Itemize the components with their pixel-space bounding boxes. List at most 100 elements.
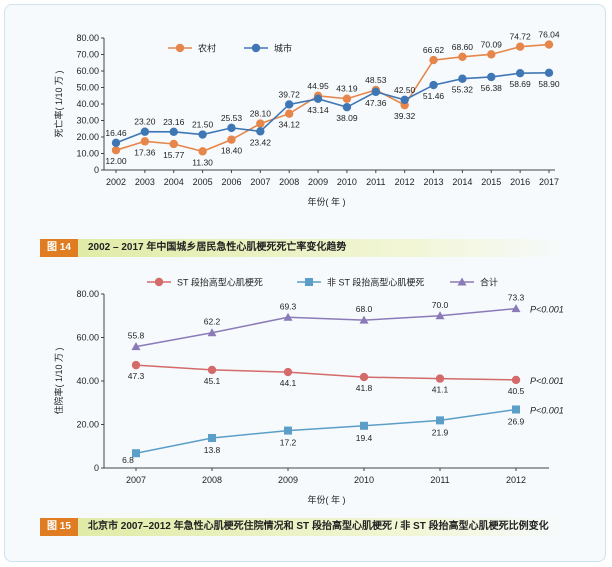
data-label: 62.2 [204,317,221,327]
legend-marker [457,277,467,286]
rural-data-point [285,109,294,118]
data-point [207,365,217,375]
data-label: 21.9 [432,427,449,437]
data-label: 40.5 [508,386,525,396]
data-label: 39.72 [279,89,301,99]
data-point [131,342,141,351]
data-point [435,311,445,320]
rural-data-point [169,139,178,149]
data-label: 70.0 [432,300,449,310]
data-label: 55.8 [128,331,145,341]
y-tick-label: 40.00 [76,99,99,109]
y-axis-title: 死亡率( 1/10 万 ) [53,70,64,137]
x-tick-label: 2007 [250,177,270,187]
data-label: 68.0 [356,304,373,314]
y-tick-label: 10.00 [76,149,99,159]
x-tick-label: 2005 [193,177,213,187]
data-point [283,312,293,321]
data-point [512,405,520,414]
legend-label: 城市 [274,43,292,54]
rural-data-point [515,42,525,51]
data-point [511,304,521,313]
urban-data-point [140,127,150,136]
x-tick-label: 2010 [337,177,357,187]
p-value-label: P<0.001 [530,305,564,315]
legend-label: 非 ST 段抬高型心肌梗死 [327,277,424,288]
x-tick-label: 2017 [539,177,559,187]
data-label: 44.95 [307,81,329,91]
x-tick-label: 2006 [221,177,241,187]
figure15-caption: 图 15 北京市 2007–2012 年急性心肌梗死住院情况和 ST 段抬高型心… [40,518,572,536]
rural-data-point [487,50,496,59]
data-point [359,315,369,324]
x-tick-label: 2003 [135,177,155,187]
series-line [135,364,517,381]
data-label: 43.19 [336,84,358,94]
urban-data-point [487,72,496,82]
data-label: 73.3 [508,293,525,303]
x-tick-label: 2011 [366,177,385,187]
rural-data-point [256,119,265,128]
data-label: 58.90 [538,79,560,89]
data-point [435,374,445,383]
data-point [208,433,216,442]
data-label: 18.40 [221,146,243,156]
data-point [359,372,369,382]
data-label: 48.53 [365,75,387,85]
x-tick-label: 2011 [430,475,449,485]
urban-data-point [429,80,438,90]
data-label: 56.38 [481,83,503,93]
figure14-caption: 图 14 2002 – 2017 年中国城乡居民急性心肌梗死死亡率变化趋势 [40,239,572,257]
urban-data-point [544,68,554,78]
urban-data-point [313,94,323,104]
y-tick-label: 0 [94,165,99,175]
data-point [284,426,292,435]
data-label: 6.8 [122,455,134,465]
urban-data-point [371,87,380,97]
data-label: 39.32 [394,111,416,121]
rural-series-line [115,43,550,153]
data-label: 74.72 [509,32,531,42]
x-tick-label: 2014 [452,177,472,187]
rural-data-point [111,146,121,155]
x-tick-label: 2004 [164,177,184,187]
series-line [135,307,517,348]
data-label: 76.04 [538,30,560,40]
data-label: 21.50 [192,120,214,130]
rural-data-point [342,94,352,103]
y-tick-label: 80.00 [76,289,99,299]
x-tick-label: 2009 [278,475,298,485]
data-label: 68.60 [452,42,474,52]
data-label: 47.3 [128,371,145,381]
data-label: 23.42 [250,137,272,147]
hospitalization-line-chart: 0 20.00 40.00 60.00 80.00 2007 2008 2009 2010 201… [53,277,564,506]
data-label: 45.1 [204,376,221,386]
y-tick-label: 20.00 [76,132,99,142]
y-tick-label: 80.00 [76,33,99,43]
data-label: 44.1 [280,378,297,388]
legend-marker [175,43,185,53]
series-line [135,408,517,454]
data-label: 41.8 [356,383,373,393]
rural-data-point [458,52,467,62]
data-point [132,449,140,458]
y-tick-label: 60.00 [76,333,99,343]
data-label: 15.77 [163,150,185,160]
figure14-tag: 图 14 [40,239,78,257]
x-tick-label: 2010 [354,475,374,485]
data-point [511,375,521,385]
data-label: 69.3 [280,301,297,311]
x-tick-label: 2012 [506,475,526,485]
x-tick-label: 2008 [279,177,299,187]
legend-label: 合计 [480,277,498,288]
urban-data-point [342,102,352,112]
data-label: 43.14 [307,105,329,115]
data-label: 11.30 [192,157,213,167]
legend-marker [305,278,313,286]
data-label: 17.36 [134,147,156,157]
urban-data-point [515,68,525,78]
y-tick-label: 40.00 [76,376,99,386]
y-tick-label: 20.00 [76,420,99,430]
rural-data-point [544,40,554,49]
data-label: 38.09 [336,113,358,123]
